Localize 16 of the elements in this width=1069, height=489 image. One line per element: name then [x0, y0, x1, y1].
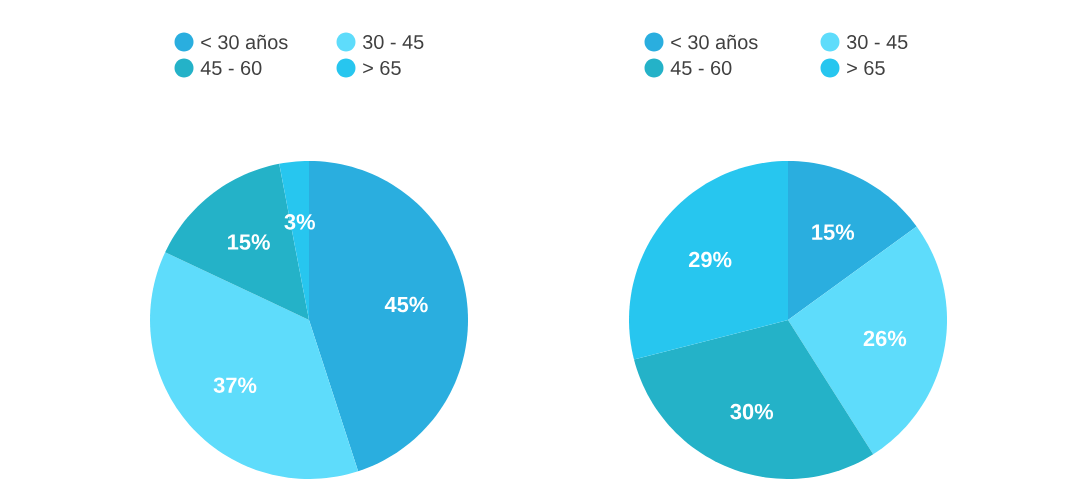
legend-label: < 30 años	[671, 34, 758, 50]
data-label: 3%	[284, 214, 315, 230]
legend-label: 30 - 45	[362, 34, 424, 50]
legend-label: < 30 años	[201, 34, 288, 50]
data-label: 45%	[384, 296, 428, 313]
data-label: 37%	[213, 377, 257, 393]
data-label: 30%	[730, 403, 774, 420]
data-label: 26%	[863, 330, 907, 347]
legend-label: 30 - 45	[846, 34, 908, 50]
data-label: 15%	[812, 224, 855, 240]
legend-label: 45 - 60	[670, 60, 732, 76]
legend-label: > 65	[363, 60, 401, 76]
data-label: 29%	[688, 251, 732, 268]
legend-label: > 65	[847, 60, 885, 76]
data-label: 15%	[228, 234, 270, 250]
legend-label: 45 - 60	[200, 60, 262, 76]
